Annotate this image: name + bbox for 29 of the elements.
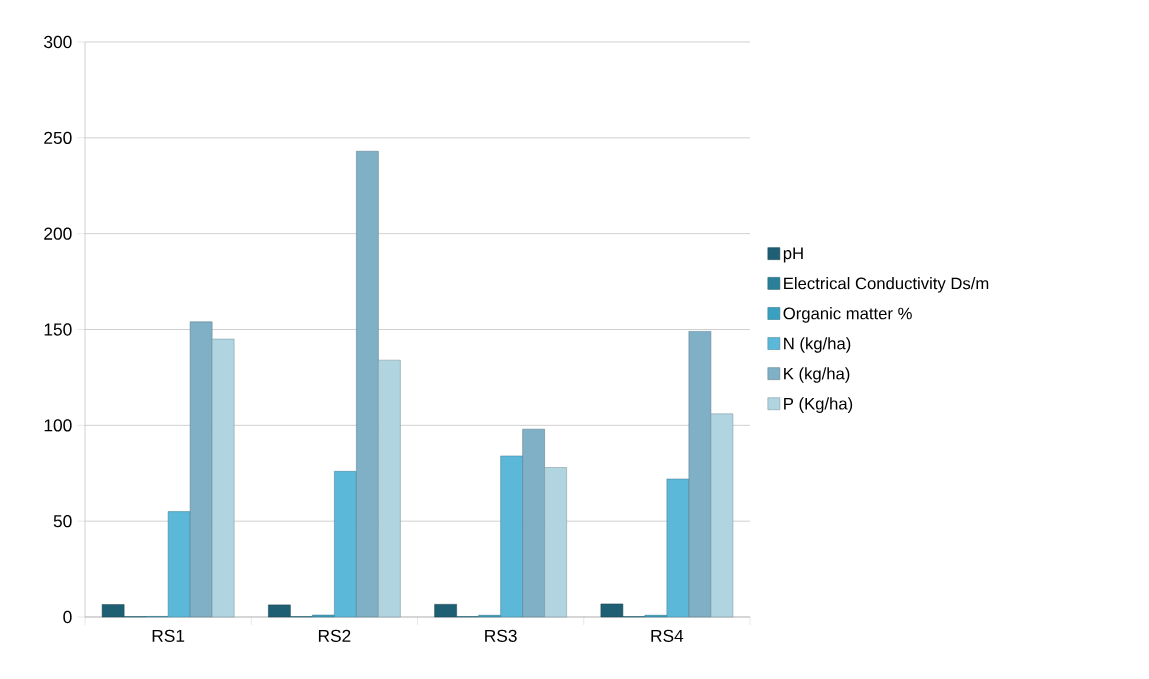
- bar: [710, 413, 734, 618]
- legend-label: N (kg/ha): [784, 337, 851, 353]
- x-tick-label: RS4: [651, 629, 684, 642]
- bar: [189, 321, 213, 618]
- x-tick-label: RS2: [318, 629, 351, 642]
- bar: [167, 511, 191, 618]
- y-tick-label: 0: [63, 610, 72, 624]
- bar: [688, 331, 712, 618]
- legend-label: Electrical Conductivity Ds/m: [784, 277, 989, 293]
- y-tick-label: 150: [44, 323, 72, 336]
- x-tick-label: RS1: [152, 629, 185, 642]
- legend-label: pH: [783, 247, 803, 263]
- bar: [211, 338, 235, 618]
- y-tick-label: 50: [53, 515, 72, 528]
- y-tick-label: 200: [44, 227, 72, 240]
- legend-label: K (kg/ha): [784, 367, 850, 383]
- bar: [378, 359, 401, 618]
- bar: [356, 150, 379, 618]
- bar: [334, 471, 357, 618]
- y-tick-label: 300: [44, 35, 72, 49]
- y-tick-label: 250: [44, 131, 72, 144]
- y-tick-label: 100: [44, 419, 72, 432]
- legend-label: Organic matter %: [783, 307, 912, 323]
- bar: [666, 478, 690, 618]
- x-tick-label: RS3: [485, 629, 517, 642]
- legend-label: P (Kg/ha): [784, 397, 853, 413]
- bar: [500, 455, 523, 618]
- bar: [522, 428, 545, 618]
- bar: [544, 467, 567, 618]
